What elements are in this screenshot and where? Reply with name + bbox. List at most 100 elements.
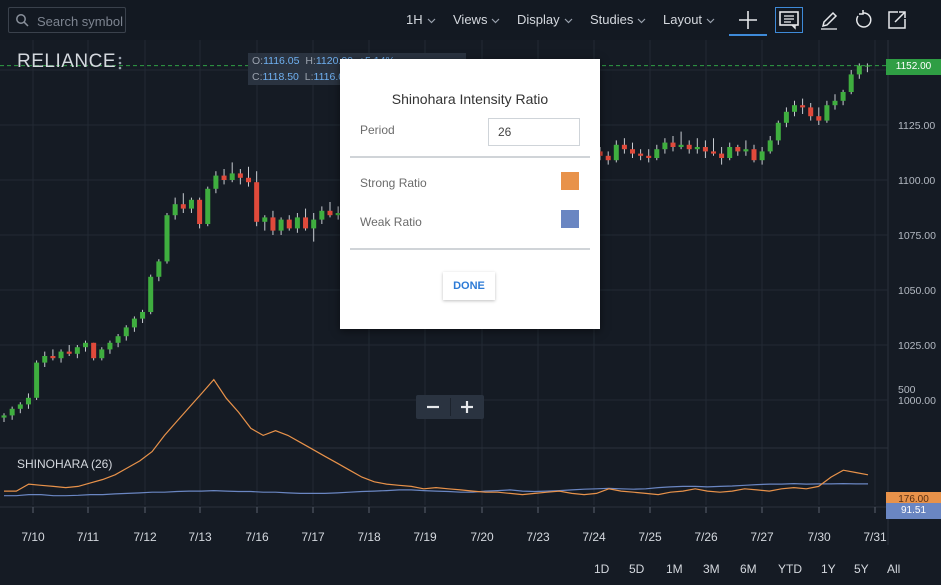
candle-body — [50, 356, 56, 359]
candle-body — [221, 175, 227, 180]
dialog-title: Shinohara Intensity Ratio — [391, 91, 549, 107]
candle-body — [278, 219, 284, 231]
candle-body — [646, 155, 652, 158]
range-1m[interactable]: 1M — [666, 562, 683, 576]
indicator-label: SHINOHARA (26) — [17, 457, 113, 471]
ohlc-row-1: O:1116.05 H:1120.00 +5.14% — [252, 53, 466, 69]
comment-icon — [779, 11, 799, 30]
chevron-down-icon — [706, 18, 715, 24]
candle-body — [605, 155, 611, 161]
layout-menu[interactable]: Layout — [663, 12, 715, 27]
time-tick-label: 7/16 — [245, 530, 269, 544]
crosshair-button[interactable] — [736, 8, 760, 32]
range-all[interactable]: All — [887, 562, 901, 576]
range-1y[interactable]: 1Y — [821, 562, 836, 576]
share-icon — [888, 11, 906, 29]
strong-ratio-color-swatch[interactable] — [561, 172, 579, 190]
layout-menu-label: Layout — [663, 12, 703, 27]
candle-body — [286, 219, 292, 229]
candle-body — [34, 362, 40, 398]
candle-body — [702, 147, 708, 152]
low-label: L: — [304, 71, 314, 83]
zoom-controls — [416, 395, 484, 419]
candle-body — [630, 149, 635, 154]
weak-ratio-line — [4, 482, 868, 497]
candle-body — [759, 151, 765, 161]
price-tick-label: 1100.00 — [898, 175, 935, 187]
candle-body — [99, 349, 105, 359]
display-menu[interactable]: Display — [517, 12, 573, 27]
candle-body — [613, 144, 619, 161]
close-value: 1118.50 — [262, 71, 299, 83]
active-tool-indicator — [729, 34, 767, 36]
range-6m[interactable]: 6M — [740, 562, 757, 576]
candle-body — [17, 404, 23, 409]
time-tick-label: 7/18 — [357, 530, 381, 544]
zoom-in-button[interactable] — [451, 395, 485, 419]
candle-body — [686, 144, 692, 150]
candle-body — [254, 182, 260, 222]
candle-body — [115, 336, 121, 343]
time-tick-label: 7/17 — [301, 530, 325, 544]
candle-body — [123, 327, 129, 337]
candle-body — [66, 351, 72, 354]
time-tick-label: 7/30 — [807, 530, 831, 544]
candle-body — [83, 342, 88, 348]
views-menu[interactable]: Views — [453, 12, 500, 27]
time-tick-label: 7/31 — [863, 530, 887, 544]
candle-body — [107, 342, 113, 350]
weak-ratio-tag: 91.51 — [886, 503, 941, 519]
candle-body — [148, 276, 154, 312]
candle-body — [719, 153, 725, 158]
strong-ratio-line — [4, 378, 869, 496]
annotation-button[interactable] — [775, 7, 803, 33]
candle-body — [164, 215, 170, 262]
time-tick-label: 7/23 — [526, 530, 550, 544]
candle-body — [294, 217, 300, 229]
price-tick-label: 1000.00 — [898, 395, 936, 407]
candle-body — [654, 149, 660, 158]
chevron-down-icon — [427, 18, 436, 24]
period-input[interactable] — [488, 118, 580, 146]
range-1d[interactable]: 1D — [594, 562, 610, 576]
done-button[interactable]: DONE — [443, 272, 495, 300]
candle-body — [735, 147, 741, 152]
time-tick-label: 7/25 — [638, 530, 662, 544]
undo-button[interactable] — [851, 8, 875, 32]
interval-menu[interactable]: 1H — [406, 12, 436, 27]
indicator-tick-label: 500 — [898, 384, 916, 396]
range-ytd[interactable]: YTD — [778, 562, 802, 576]
share-button[interactable] — [885, 8, 909, 32]
candle-body — [246, 177, 251, 183]
candle-body — [262, 217, 268, 222]
chevron-down-icon — [637, 18, 646, 24]
studies-menu[interactable]: Studies — [590, 12, 646, 27]
range-3m[interactable]: 3M — [703, 562, 720, 576]
range-5y[interactable]: 5Y — [854, 562, 869, 576]
price-axis: 1000.00 1025.00 1050.00 1075.00 1100.00 1125.… — [898, 120, 936, 407]
candle-body — [229, 173, 235, 180]
last-price-tag: 1152.00 — [886, 59, 941, 75]
candle-body — [172, 204, 178, 216]
weak-ratio-color-swatch[interactable] — [561, 210, 579, 228]
range-5d[interactable]: 5D — [629, 562, 645, 576]
time-tick-label: 7/27 — [750, 530, 774, 544]
time-tick-label: 7/20 — [470, 530, 494, 544]
candle-body — [621, 144, 627, 150]
candle-body — [311, 219, 317, 229]
time-tick-label: 7/12 — [133, 530, 157, 544]
search-input[interactable] — [35, 11, 127, 31]
candle-body — [816, 116, 822, 121]
zoom-out-button[interactable] — [416, 395, 450, 419]
candle-body — [783, 111, 789, 123]
symbol-search[interactable] — [8, 7, 127, 33]
candle-body — [335, 213, 341, 216]
draw-button[interactable] — [817, 8, 841, 32]
candle-body — [213, 175, 219, 189]
candle-body — [237, 173, 243, 178]
price-tick-label: 1025.00 — [898, 340, 936, 352]
candle-body — [840, 92, 846, 101]
candle-body — [694, 147, 700, 150]
more-options-icon[interactable] — [117, 56, 123, 70]
high-label: H: — [305, 55, 316, 67]
